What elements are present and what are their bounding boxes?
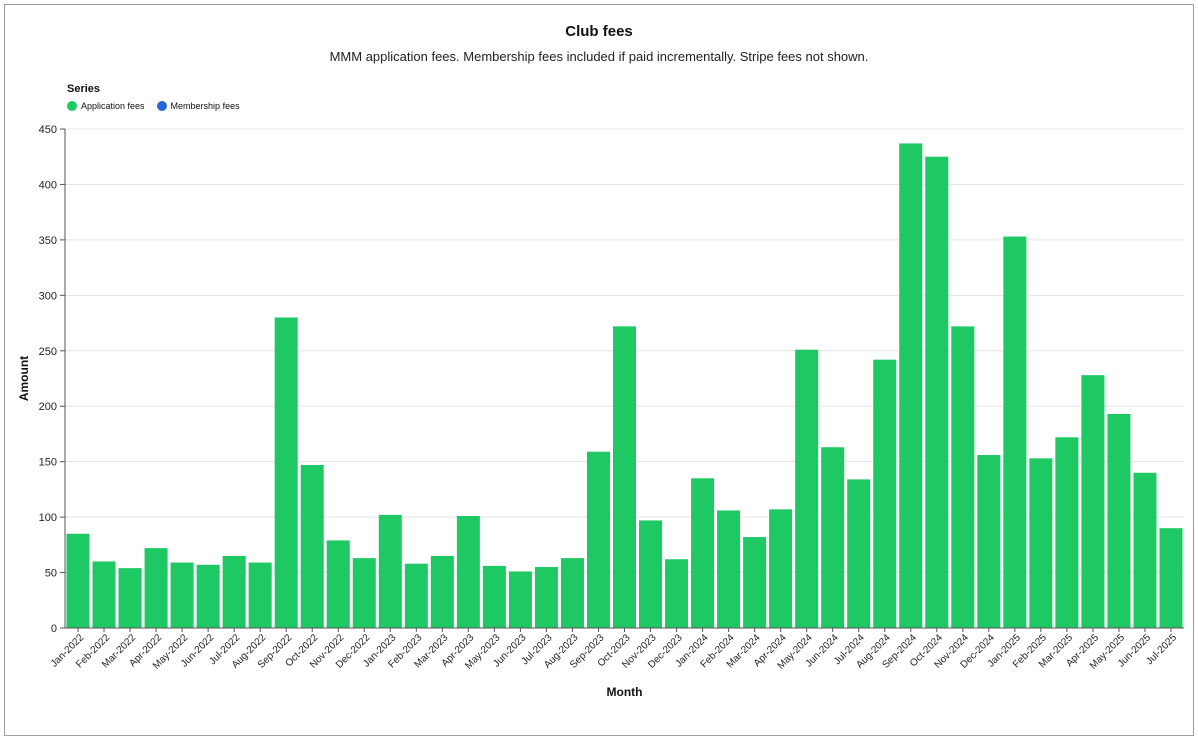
- bar[interactable]: [274, 317, 298, 628]
- bar[interactable]: [404, 563, 428, 628]
- bar[interactable]: [222, 555, 246, 628]
- bar[interactable]: [352, 558, 376, 628]
- bar[interactable]: [430, 555, 454, 628]
- y-tick-label: 100: [39, 512, 57, 524]
- bar[interactable]: [1029, 458, 1053, 628]
- bar[interactable]: [1055, 437, 1079, 628]
- bar[interactable]: [769, 509, 793, 628]
- bar[interactable]: [951, 326, 975, 628]
- bar[interactable]: [1003, 236, 1027, 628]
- y-axis-title: Amount: [17, 356, 31, 401]
- bar[interactable]: [612, 326, 637, 628]
- bar[interactable]: [665, 559, 689, 628]
- bar[interactable]: [456, 516, 480, 628]
- bar[interactable]: [743, 537, 767, 628]
- bar[interactable]: [326, 540, 350, 628]
- legend-label-membership-fees: Membership fees: [170, 101, 240, 111]
- chart-title: Club fees: [565, 23, 633, 40]
- y-tick-label: 300: [39, 290, 57, 302]
- legend: Series Application fees Membership fees: [67, 83, 240, 111]
- bar[interactable]: [196, 564, 220, 628]
- bar[interactable]: [925, 156, 949, 628]
- bar[interactable]: [717, 510, 741, 628]
- bar[interactable]: [873, 359, 897, 628]
- bar[interactable]: [378, 514, 402, 628]
- y-tick-label: 0: [51, 623, 57, 635]
- y-tick-label: 150: [39, 457, 57, 469]
- x-axis-title: Month: [607, 685, 643, 699]
- bar[interactable]: [248, 562, 272, 628]
- bar[interactable]: [586, 451, 610, 628]
- y-tick-label: 50: [45, 568, 57, 580]
- bar[interactable]: [1081, 375, 1105, 628]
- legend-item-membership-fees[interactable]: Membership fees: [156, 101, 240, 111]
- bar[interactable]: [482, 565, 506, 628]
- bar[interactable]: [899, 143, 923, 628]
- bar[interactable]: [821, 447, 845, 628]
- bar[interactable]: [144, 548, 168, 628]
- bar[interactable]: [1107, 413, 1131, 628]
- y-tick-label: 450: [39, 124, 57, 136]
- bar[interactable]: [66, 533, 90, 628]
- legend-label-application-fees: Application fees: [81, 101, 145, 111]
- bar[interactable]: [847, 479, 871, 628]
- bar[interactable]: [977, 455, 1001, 628]
- y-tick-label: 350: [39, 235, 57, 247]
- bar[interactable]: [1159, 528, 1183, 628]
- bar[interactable]: [639, 520, 663, 628]
- bar[interactable]: [560, 558, 584, 628]
- bar[interactable]: [300, 464, 324, 628]
- y-tick-label: 200: [39, 401, 57, 413]
- y-tick-label: 400: [39, 179, 57, 191]
- legend-items: Application fees Membership fees: [67, 101, 240, 111]
- bar[interactable]: [691, 478, 715, 628]
- legend-item-application-fees[interactable]: Application fees: [67, 101, 145, 111]
- legend-swatch-membership-fees: [156, 101, 167, 111]
- legend-title: Series: [67, 83, 101, 95]
- y-tick-label: 250: [39, 346, 57, 358]
- bar[interactable]: [508, 571, 532, 628]
- bar[interactable]: [534, 567, 558, 628]
- bar[interactable]: [170, 562, 194, 628]
- bar[interactable]: [1133, 472, 1157, 628]
- bar[interactable]: [795, 349, 819, 628]
- bar[interactable]: [118, 568, 142, 628]
- legend-swatch-application-fees: [67, 101, 77, 111]
- chart-subtitle: MMM application fees. Membership fees in…: [329, 49, 869, 64]
- bar[interactable]: [92, 561, 116, 628]
